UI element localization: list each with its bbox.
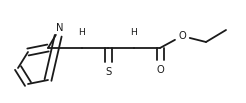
Text: H: H <box>131 28 138 36</box>
Text: S: S <box>105 67 111 77</box>
Text: O: O <box>178 31 186 41</box>
Text: H: H <box>78 28 85 36</box>
Text: O: O <box>156 65 164 75</box>
Text: N: N <box>56 23 64 33</box>
